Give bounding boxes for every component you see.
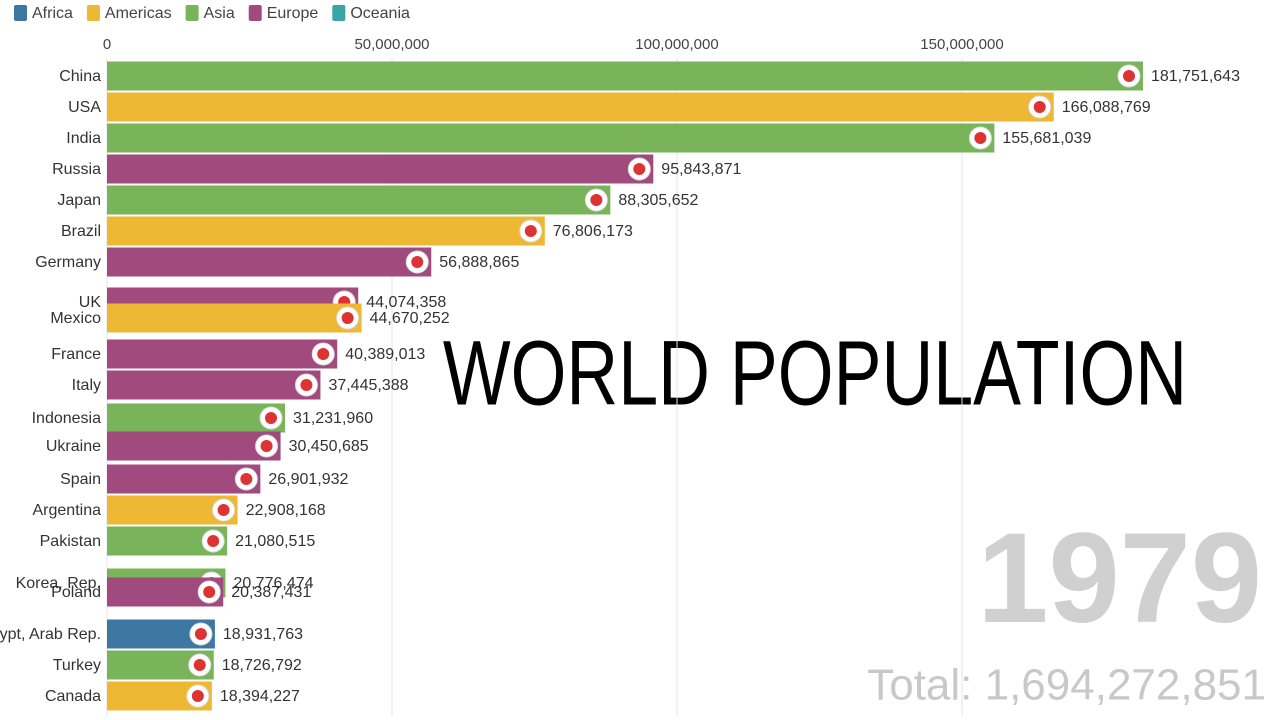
flag-icon bbox=[194, 628, 207, 640]
flag-icon bbox=[590, 194, 603, 206]
x-tick-label: 100,000,000 bbox=[635, 36, 718, 53]
value-label: 155,681,039 bbox=[1002, 130, 1091, 147]
flag-icon bbox=[411, 256, 424, 268]
bar bbox=[107, 370, 321, 400]
category-label: Brazil bbox=[61, 223, 101, 240]
category-label: Ukraine bbox=[46, 438, 101, 455]
legend-swatch bbox=[185, 5, 199, 21]
flag-icon bbox=[633, 163, 646, 175]
value-label: 26,901,932 bbox=[268, 471, 348, 488]
value-label: 31,231,960 bbox=[293, 410, 373, 427]
category-label: Pakistan bbox=[40, 533, 101, 550]
bar bbox=[107, 339, 338, 369]
bar bbox=[107, 431, 281, 461]
value-label: 44,074,358 bbox=[366, 294, 446, 311]
value-label: 166,088,769 bbox=[1062, 99, 1151, 116]
category-label: Japan bbox=[57, 192, 101, 209]
value-label: 181,751,643 bbox=[1151, 68, 1240, 85]
x-tick-label: 0 bbox=[103, 36, 111, 53]
value-label: 18,931,763 bbox=[223, 626, 303, 643]
category-label: France bbox=[51, 346, 101, 363]
category-label: USA bbox=[68, 99, 101, 116]
value-label: 21,080,515 bbox=[235, 533, 315, 550]
value-label: 22,908,168 bbox=[246, 502, 326, 519]
x-tick-label: 150,000,000 bbox=[920, 36, 1003, 53]
flag-icon bbox=[260, 440, 273, 452]
bar bbox=[107, 185, 611, 215]
category-label: Indonesia bbox=[32, 410, 101, 427]
bar bbox=[107, 123, 995, 153]
flag-icon bbox=[341, 312, 354, 324]
legend-swatch bbox=[86, 5, 100, 21]
category-label: India bbox=[66, 130, 101, 147]
category-label: Poland bbox=[51, 584, 101, 601]
category-label: Egypt, Arab Rep. bbox=[0, 626, 101, 643]
flag-icon bbox=[317, 348, 330, 360]
category-label: Canada bbox=[45, 688, 101, 705]
value-label: 44,670,252 bbox=[370, 310, 450, 327]
year-label: 1979 bbox=[977, 507, 1262, 650]
flag-icon bbox=[193, 659, 206, 671]
flag-icon bbox=[1033, 101, 1046, 113]
category-label: Germany bbox=[35, 254, 101, 271]
category-label: Argentina bbox=[33, 502, 102, 519]
legend-label: Americas bbox=[105, 5, 172, 22]
flag-icon bbox=[524, 225, 537, 237]
bar bbox=[107, 92, 1054, 122]
legend-label: Oceania bbox=[350, 5, 410, 22]
legend-swatch bbox=[248, 5, 262, 21]
value-label: 88,305,652 bbox=[618, 192, 698, 209]
flag-icon bbox=[207, 535, 220, 547]
flag-icon bbox=[1122, 70, 1135, 82]
value-label: 56,888,865 bbox=[439, 254, 519, 271]
value-label: 95,843,871 bbox=[661, 161, 741, 178]
value-label: 76,806,173 bbox=[553, 223, 633, 240]
flag-icon bbox=[300, 379, 313, 391]
bar bbox=[107, 303, 362, 333]
legend-label: Europe bbox=[267, 5, 319, 22]
bar bbox=[107, 154, 654, 184]
category-label: China bbox=[59, 68, 101, 85]
flag-icon bbox=[217, 504, 230, 516]
value-label: 37,445,388 bbox=[328, 377, 408, 394]
legend-swatch bbox=[14, 5, 27, 21]
legend-label: Asia bbox=[204, 5, 235, 22]
value-label: 20,776,474 bbox=[233, 575, 313, 592]
category-label: Turkey bbox=[53, 657, 101, 674]
chart-title: WORLD POPULATION bbox=[443, 322, 1187, 425]
value-label: 20,387,431 bbox=[231, 584, 311, 601]
value-label: 18,394,227 bbox=[220, 688, 300, 705]
category-label: Russia bbox=[52, 161, 101, 178]
flag-icon bbox=[191, 690, 204, 702]
legend-swatch bbox=[332, 5, 346, 21]
bar bbox=[107, 216, 545, 246]
category-label: Korea, Rep. bbox=[16, 575, 101, 592]
flag-icon bbox=[974, 132, 987, 144]
value-label: 30,450,685 bbox=[289, 438, 369, 455]
bar bbox=[107, 403, 286, 433]
bar bbox=[107, 247, 432, 277]
category-label: Mexico bbox=[50, 310, 101, 327]
bar bbox=[107, 464, 261, 494]
legend-label: Africa bbox=[32, 5, 73, 22]
total-label: Total: 1,694,272,851 bbox=[867, 661, 1266, 710]
value-label: 18,726,792 bbox=[222, 657, 302, 674]
bar bbox=[107, 61, 1143, 91]
category-label: UK bbox=[79, 294, 102, 311]
flag-icon bbox=[203, 586, 216, 598]
category-label: Spain bbox=[60, 471, 101, 488]
category-label: Italy bbox=[72, 377, 101, 394]
flag-icon bbox=[265, 412, 278, 424]
flag-icon bbox=[240, 473, 253, 485]
value-label: 40,389,013 bbox=[345, 346, 425, 363]
x-tick-label: 50,000,000 bbox=[354, 36, 429, 53]
